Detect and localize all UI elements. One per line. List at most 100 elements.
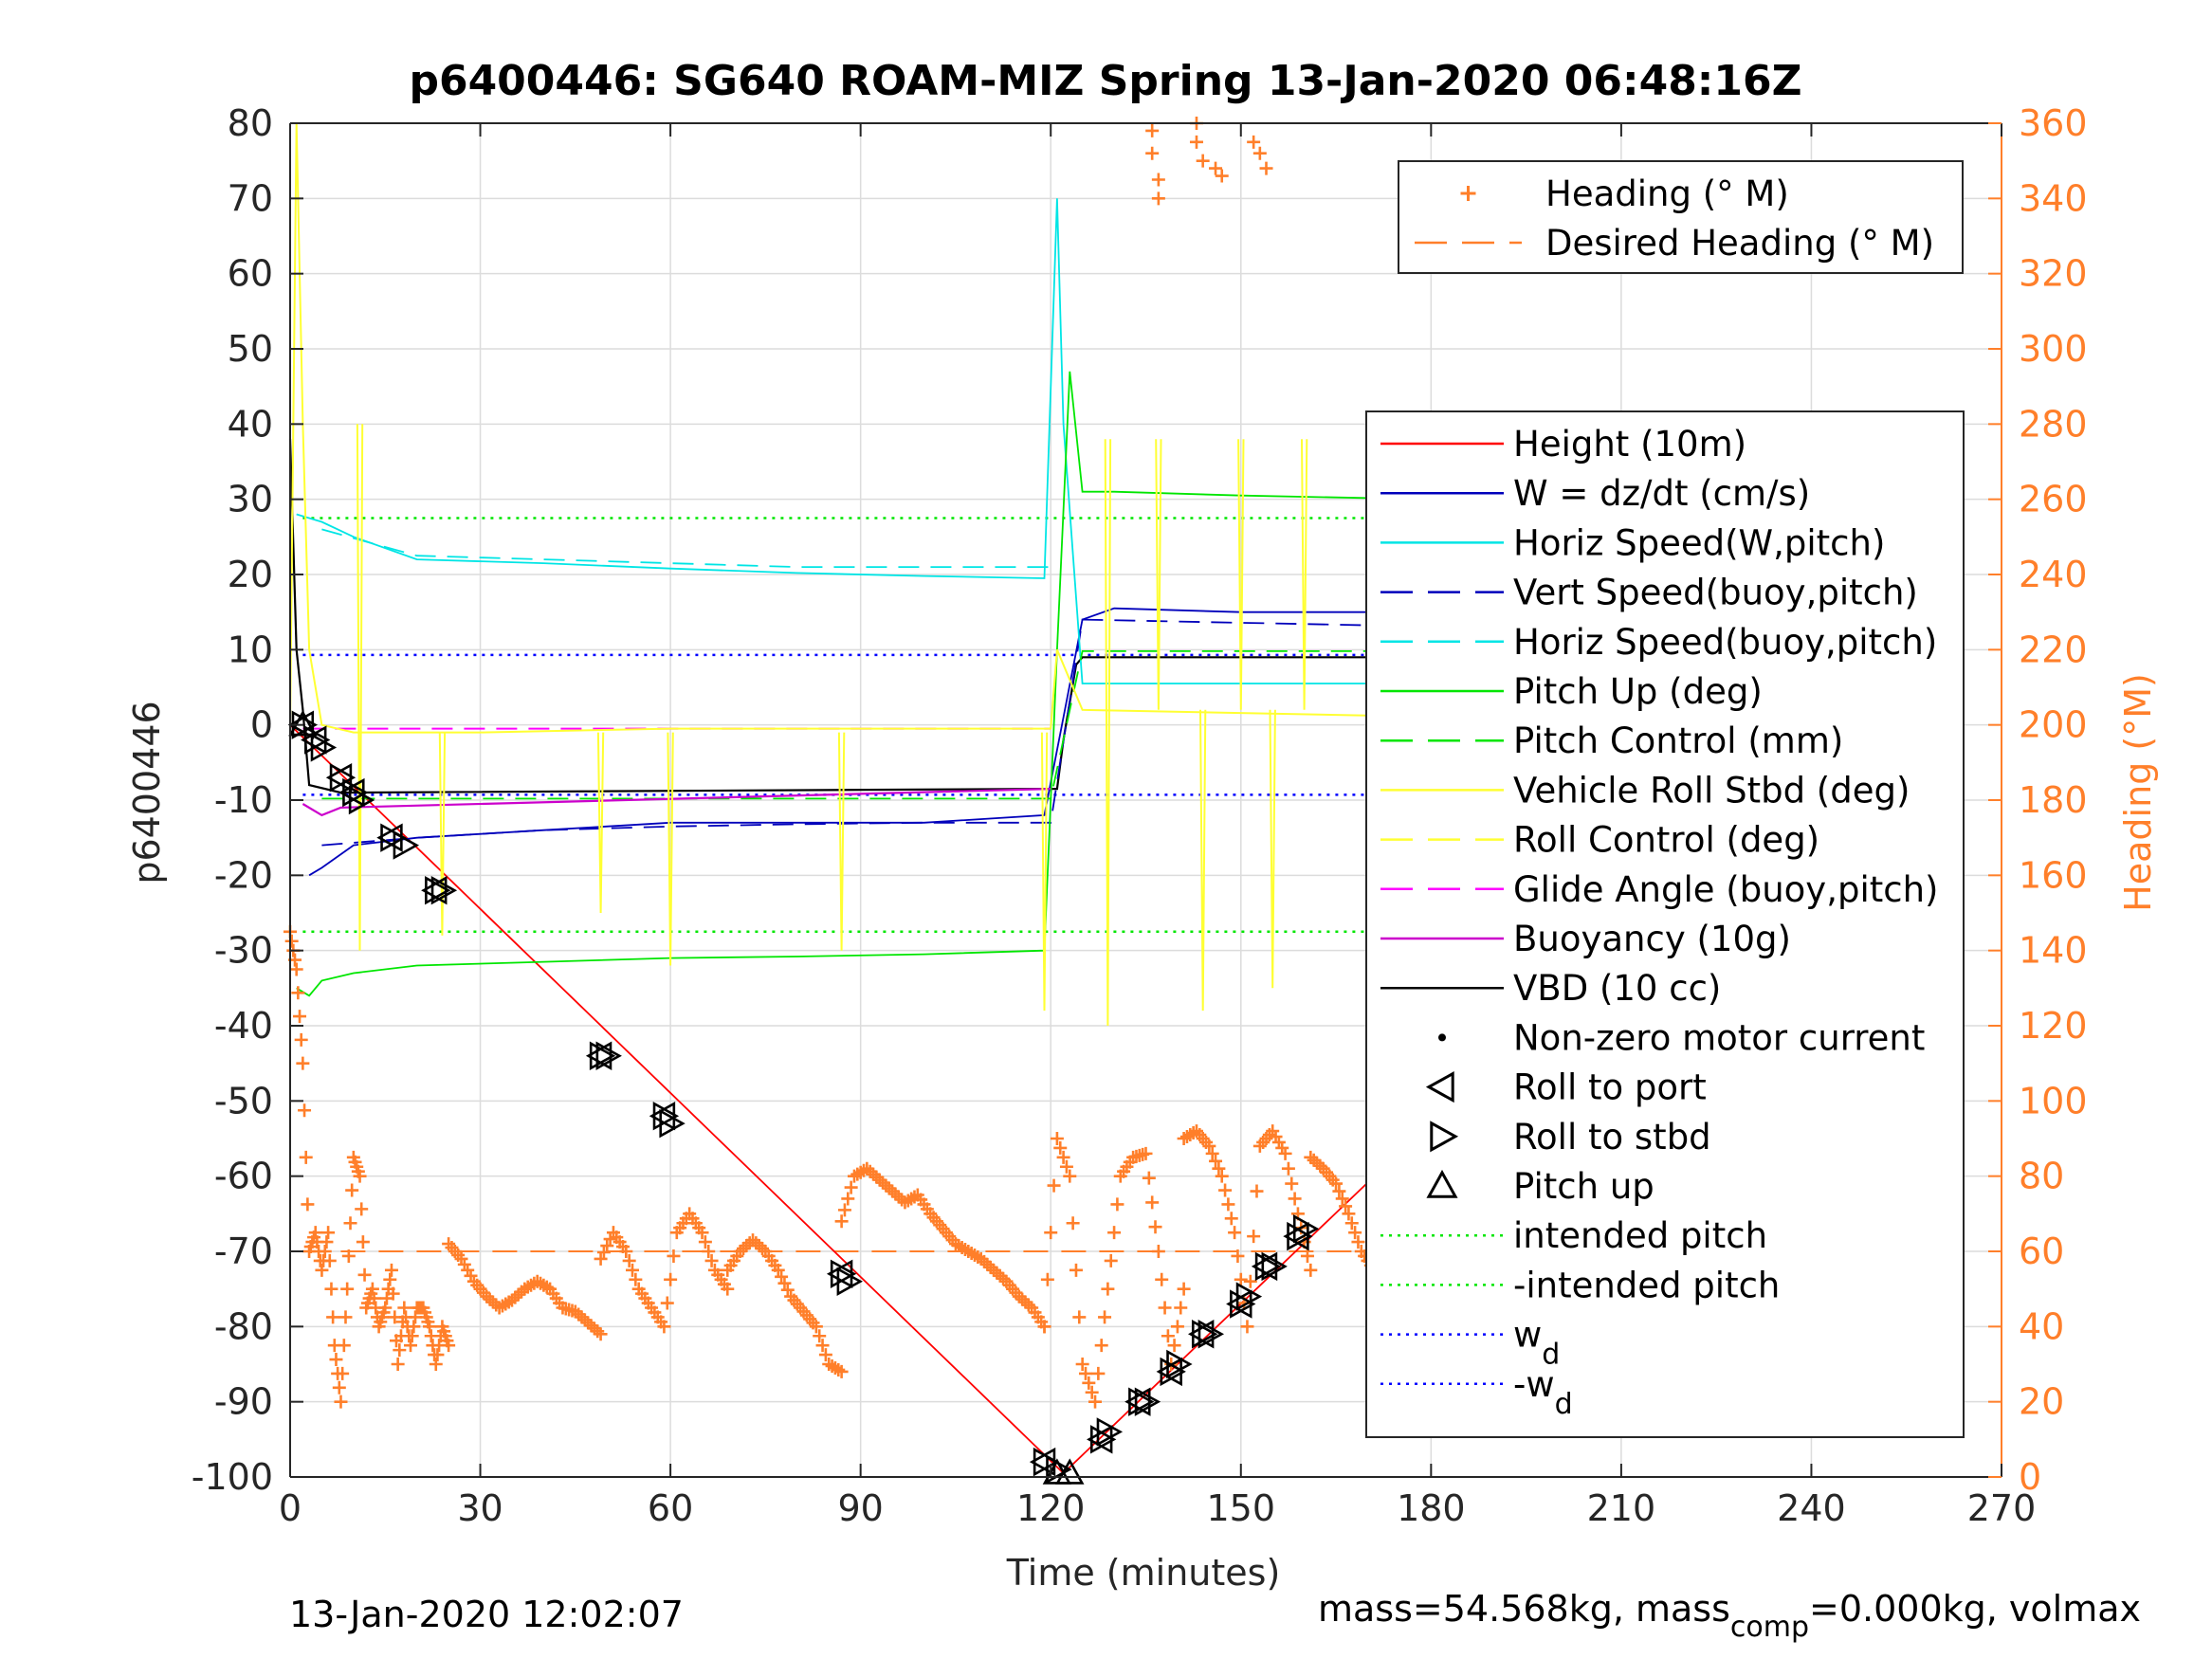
legend-label: W = dz/dt (cm/s) <box>1513 473 1810 514</box>
footer-mass-tail: =0.000kg, volmax <box>1809 1588 2141 1630</box>
y-tick-label: 20 <box>228 554 273 595</box>
y-tick-label: 50 <box>228 328 273 370</box>
y-tick-label: -50 <box>214 1080 273 1121</box>
roll-port-marker <box>1124 1387 1151 1416</box>
x-tick-label: 0 <box>279 1487 302 1529</box>
heading-point <box>1088 1395 1103 1409</box>
y-tick-label: 40 <box>228 403 273 445</box>
x-axis-label: Time (minutes) <box>1006 1552 1281 1594</box>
heading-point <box>1098 1310 1112 1324</box>
heading-point <box>1304 1263 1318 1277</box>
heading-point <box>844 1180 858 1194</box>
heading-point <box>299 1150 313 1164</box>
heading-point <box>1288 1192 1302 1206</box>
heading-point <box>1148 1220 1162 1234</box>
heading-point <box>702 1245 716 1258</box>
legend-label: Buoyancy (10g) <box>1513 919 1791 959</box>
heading-point <box>1094 1339 1108 1353</box>
heading-point <box>591 1324 605 1339</box>
heading-point <box>1205 1146 1219 1160</box>
heading-point <box>320 1235 334 1249</box>
legend-label: Horiz Speed(W,pitch) <box>1513 522 1885 563</box>
y2-tick-label: 160 <box>2019 854 2088 896</box>
heading-point <box>1285 1176 1299 1191</box>
legend-label: Height (10m) <box>1513 424 1746 465</box>
roll-stbd-marker <box>595 1041 622 1070</box>
heading-point <box>818 1348 832 1362</box>
heading-point <box>345 1183 359 1197</box>
heading-point <box>1104 1253 1118 1267</box>
heading-point <box>1240 1320 1254 1334</box>
heading-point <box>404 1339 418 1353</box>
heading-point <box>1342 1207 1356 1221</box>
roll-spike <box>356 424 364 951</box>
heading-legend: Heading (° M) Desired Heading (° M) <box>1398 160 1964 274</box>
heading-point <box>1161 1329 1175 1343</box>
heading-point <box>1202 1139 1216 1153</box>
legend-label: Glide Angle (buoy,pitch) <box>1513 869 1938 910</box>
roll-stbd-marker <box>659 1108 686 1139</box>
roll-stbd-marker <box>1292 1213 1320 1244</box>
heading-point <box>1145 1195 1160 1210</box>
footer-mass-main: mass=54.568kg, mass <box>1318 1588 1730 1630</box>
y-tick-label: 10 <box>228 629 273 670</box>
heading-point <box>1234 1272 1248 1286</box>
heading-point <box>1085 1385 1099 1399</box>
heading-point <box>442 1339 456 1353</box>
heading-point <box>841 1192 855 1206</box>
heading-point <box>780 1283 795 1297</box>
heading-point <box>378 1301 393 1315</box>
y2-tick-label: 260 <box>2019 479 2088 520</box>
y2-tick-label: 120 <box>2019 1005 2088 1047</box>
heading-point <box>596 1245 611 1259</box>
heading-point <box>384 1263 398 1277</box>
y-tick-label: 70 <box>228 177 273 219</box>
heading-point <box>1250 1184 1264 1198</box>
legend-label: Pitch Control (mm) <box>1513 720 1843 761</box>
heading-point <box>834 1214 849 1229</box>
heading-point <box>775 1269 789 1284</box>
y2-tick-label: 140 <box>2019 930 2088 972</box>
heading-point <box>660 1296 674 1310</box>
legend-label: Non-zero motor current <box>1513 1017 1925 1058</box>
heading-point <box>771 1263 785 1277</box>
heading-point <box>1278 1146 1292 1160</box>
legend-swatch <box>1425 1071 1454 1103</box>
heading-point <box>1189 135 1203 149</box>
legend-label: Vehicle Roll Stbd (deg) <box>1513 770 1910 811</box>
heading-point <box>1056 1150 1070 1164</box>
roll-port-marker <box>1187 1320 1215 1349</box>
legend-label: Vert Speed(buoy,pitch) <box>1513 573 1918 613</box>
roll-port-marker <box>1087 1425 1113 1454</box>
heading-point <box>391 1358 405 1371</box>
roll-port-marker <box>1226 1289 1252 1319</box>
heading-point <box>1158 1301 1172 1315</box>
heading-point <box>1050 1132 1064 1145</box>
heading-point <box>664 1272 678 1286</box>
heading-point <box>1339 1199 1353 1213</box>
heading-point <box>355 1202 369 1216</box>
heading-point <box>291 986 305 1000</box>
y-tick-label: -80 <box>214 1305 273 1347</box>
roll-port-marker <box>1029 1447 1056 1477</box>
heading-point <box>1209 1154 1223 1168</box>
roll-spike <box>1155 439 1162 710</box>
heading-point <box>837 1203 851 1217</box>
heading-point <box>298 1103 312 1118</box>
legend-label: Heading (° M) <box>1545 173 1789 214</box>
heading-point <box>1170 1320 1184 1334</box>
heading-point <box>1247 1230 1261 1244</box>
roll-spike <box>837 732 846 951</box>
roll-port-marker <box>649 1101 676 1131</box>
y2-tick-label: 320 <box>2019 253 2088 295</box>
y2-tick-label: 40 <box>2019 1305 2064 1347</box>
heading-point <box>1228 1226 1242 1240</box>
heading-point <box>1212 1161 1226 1176</box>
heading-point <box>657 1320 671 1334</box>
heading-point <box>332 1380 346 1395</box>
heading-point <box>293 1010 307 1024</box>
roll-spike <box>596 732 605 914</box>
heading-point <box>1053 1140 1068 1155</box>
heading-point <box>1040 1272 1054 1286</box>
